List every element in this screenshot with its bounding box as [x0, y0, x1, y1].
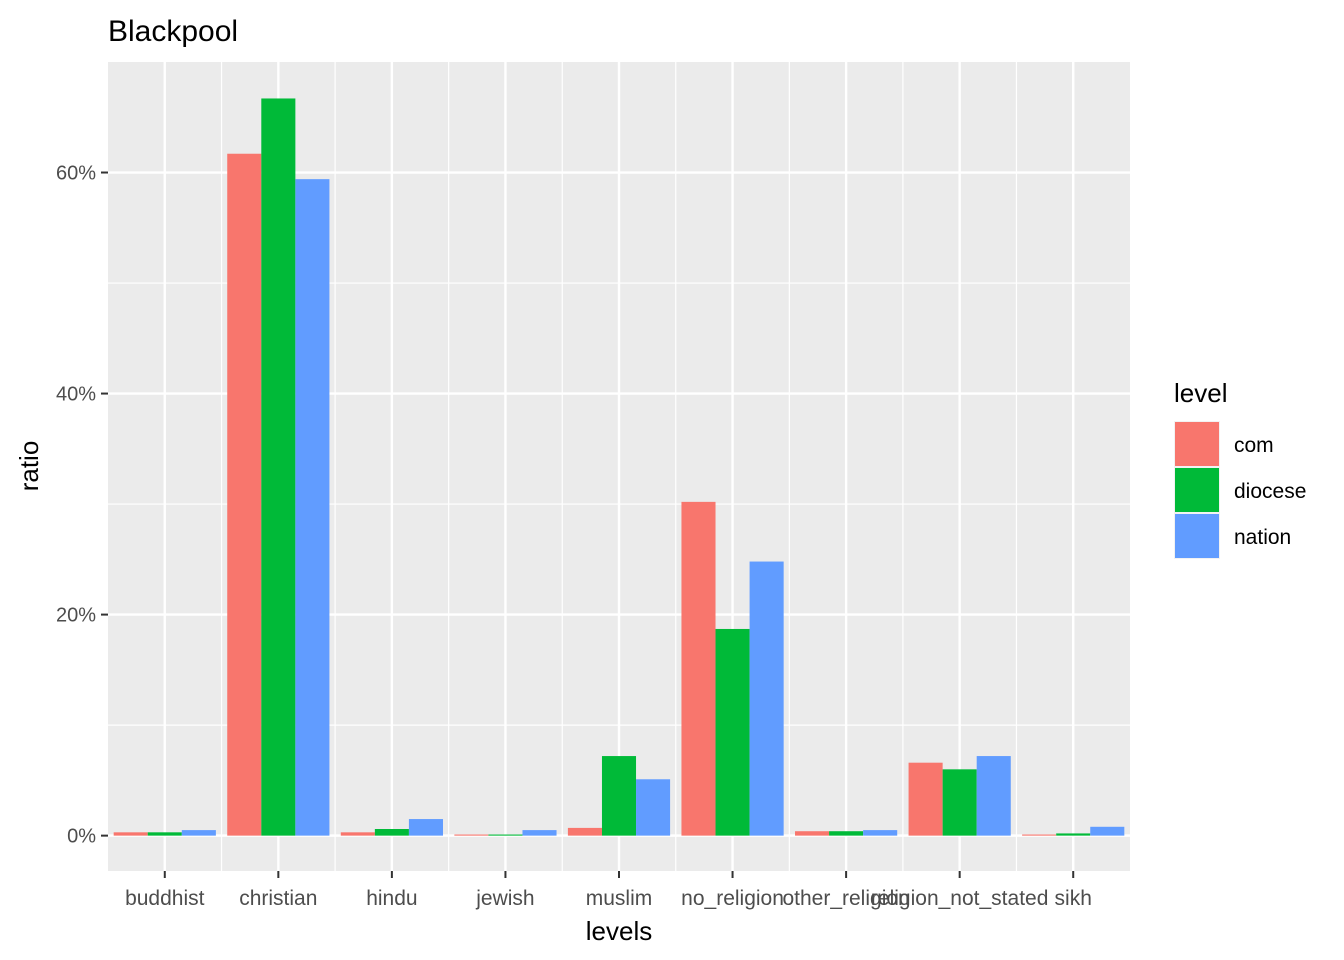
x-tick-label: christian — [239, 887, 317, 910]
x-tick-label: no_religion — [681, 887, 784, 910]
bar-diocese-christian — [261, 98, 296, 836]
bar-diocese-hindu — [374, 829, 409, 836]
bar-diocese-muslim — [601, 756, 637, 836]
y-axis: 0% 20% 40% 60% — [56, 163, 108, 848]
x-tick-label: jewish — [475, 887, 534, 910]
bar-nation-hindu — [408, 819, 443, 836]
bar-com-muslim — [567, 827, 602, 836]
bar-diocese-jewish — [488, 834, 523, 836]
legend-title: level — [1174, 378, 1227, 408]
bar-com-christian — [227, 153, 262, 836]
x-tick-label: hindu — [366, 887, 417, 910]
x-axis: buddhist christian hindu jewish muslim no_rel… — [125, 871, 1092, 910]
legend-swatch-com — [1175, 422, 1219, 466]
chart-title: Blackpool — [108, 15, 238, 48]
bar-nation-muslim — [636, 779, 671, 836]
legend: level com diocese nation — [1174, 378, 1306, 559]
legend-label-nation: nation — [1234, 526, 1291, 549]
y-tick-label: 40% — [56, 384, 96, 406]
bars — [113, 98, 1125, 836]
bar-nation-religion_not_stated — [976, 756, 1011, 836]
legend-swatch-diocese — [1175, 468, 1219, 512]
bar-com-other_religion — [795, 831, 830, 836]
legend-label-diocese: diocese — [1234, 480, 1306, 503]
bar-com-sikh — [1022, 834, 1057, 836]
x-tick-label: sikh — [1055, 887, 1092, 910]
bar-com-buddhist — [113, 832, 148, 836]
bar-diocese-sikh — [1056, 833, 1091, 836]
bar-nation-buddhist — [181, 830, 216, 836]
bar-com-no_religion — [681, 501, 716, 836]
bar-nation-christian — [295, 179, 330, 836]
bar-diocese-other_religion — [829, 831, 864, 836]
x-tick-label: other_religion — [782, 887, 909, 910]
bar-com-religion_not_stated — [908, 762, 943, 836]
y-axis-title: ratio — [14, 441, 44, 492]
x-tick-label: religion_not_stated — [871, 887, 1048, 910]
bar-nation-sikh — [1090, 826, 1125, 836]
legend-swatch-nation — [1175, 514, 1219, 558]
y-tick-label: 0% — [67, 826, 96, 848]
bar-diocese-no_religion — [715, 628, 750, 836]
bar-nation-no_religion — [749, 561, 784, 836]
y-tick-label: 20% — [56, 605, 96, 627]
bar-com-hindu — [340, 832, 375, 836]
grid-major — [108, 62, 1130, 871]
bar-diocese-religion_not_stated — [942, 769, 977, 836]
bar-diocese-buddhist — [147, 832, 182, 836]
x-tick-label: buddhist — [125, 887, 205, 910]
legend-label-com: com — [1234, 434, 1274, 457]
bar-nation-other_religion — [863, 830, 898, 836]
bar-com-jewish — [454, 834, 489, 836]
y-tick-label: 60% — [56, 163, 96, 185]
x-axis-title: levels — [586, 916, 652, 946]
x-tick-label: muslim — [586, 887, 653, 910]
bar-nation-jewish — [522, 830, 557, 836]
